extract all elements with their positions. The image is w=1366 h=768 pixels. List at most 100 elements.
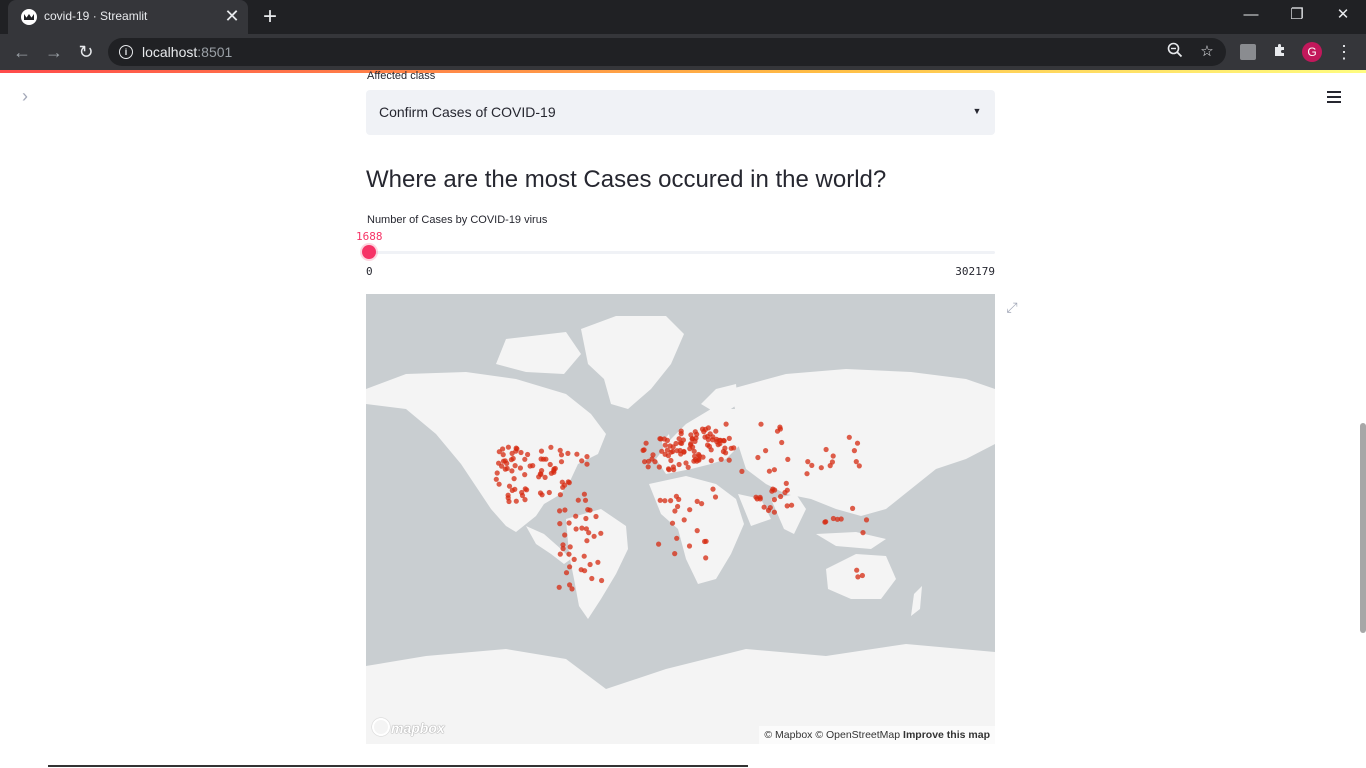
case-marker bbox=[547, 461, 553, 468]
case-marker bbox=[785, 456, 791, 462]
case-marker bbox=[761, 504, 767, 510]
back-arrow-icon[interactable]: ← bbox=[13, 42, 31, 62]
window-restore-button[interactable]: ❐ bbox=[1290, 6, 1304, 23]
case-marker bbox=[823, 446, 829, 453]
case-marker bbox=[694, 458, 700, 464]
case-marker bbox=[856, 463, 862, 469]
case-marker bbox=[710, 434, 716, 440]
tab-title: covid-19 · Streamlit bbox=[44, 9, 148, 23]
zoom-icon[interactable] bbox=[1165, 42, 1185, 62]
land-new-zealand bbox=[911, 586, 922, 616]
case-marker bbox=[546, 489, 552, 496]
map-canvas bbox=[366, 316, 995, 744]
case-marker bbox=[805, 459, 811, 465]
mapbox-logo-text: mapbox bbox=[391, 720, 445, 736]
affected-class-select[interactable]: Confirm Cases of COVID-19 ▼ bbox=[366, 90, 995, 135]
case-marker bbox=[838, 516, 844, 522]
case-marker bbox=[565, 450, 571, 456]
new-tab-button[interactable]: + bbox=[262, 3, 277, 30]
url-text[interactable]: localhost:8501 bbox=[142, 44, 232, 60]
section-heading: Where are the most Cases occured in the … bbox=[366, 166, 887, 193]
case-marker bbox=[715, 442, 721, 448]
case-marker bbox=[518, 449, 524, 456]
case-marker bbox=[777, 424, 783, 430]
case-marker bbox=[584, 461, 590, 467]
case-marker bbox=[599, 577, 605, 584]
case-marker bbox=[563, 570, 570, 576]
case-marker bbox=[567, 564, 573, 570]
main-menu-hamburger-icon[interactable] bbox=[1324, 88, 1344, 106]
slider-track[interactable] bbox=[369, 251, 995, 254]
case-marker bbox=[705, 433, 711, 439]
case-marker bbox=[662, 498, 668, 504]
case-marker bbox=[586, 530, 592, 536]
case-marker bbox=[769, 488, 775, 494]
case-marker bbox=[587, 507, 593, 513]
profile-avatar[interactable]: G bbox=[1302, 42, 1322, 62]
slider-thumb[interactable] bbox=[362, 245, 376, 259]
scrollbar-thumb[interactable] bbox=[1360, 423, 1366, 633]
window-minimize-button[interactable]: — bbox=[1243, 6, 1259, 23]
case-marker bbox=[525, 451, 531, 458]
address-bar[interactable]: i localhost:8501 ☆ bbox=[108, 38, 1226, 66]
sidebar-expand-chevron-icon[interactable]: › bbox=[22, 86, 28, 106]
attribution-text[interactable]: © Mapbox © OpenStreetMap bbox=[764, 729, 901, 741]
case-marker bbox=[558, 452, 565, 458]
case-marker bbox=[681, 448, 687, 455]
case-marker bbox=[731, 445, 737, 451]
case-marker bbox=[699, 501, 705, 507]
select-value: Confirm Cases of COVID-19 bbox=[379, 104, 556, 120]
case-marker bbox=[673, 440, 679, 447]
land-antarctica bbox=[366, 644, 995, 744]
case-marker bbox=[598, 530, 604, 536]
case-marker bbox=[496, 460, 502, 466]
case-marker bbox=[666, 467, 672, 473]
case-marker bbox=[567, 582, 573, 588]
tab-close-icon[interactable]: ✕ bbox=[224, 6, 240, 26]
case-marker bbox=[688, 432, 694, 438]
case-marker bbox=[595, 559, 601, 565]
case-marker bbox=[505, 444, 511, 450]
fullscreen-expand-icon[interactable]: ⤢ bbox=[1006, 299, 1018, 315]
reload-icon[interactable]: ↻ bbox=[78, 42, 94, 62]
case-marker bbox=[557, 508, 563, 514]
case-marker bbox=[500, 452, 506, 458]
case-marker bbox=[509, 468, 515, 474]
case-marker bbox=[558, 459, 565, 465]
case-marker bbox=[853, 459, 859, 465]
case-marker bbox=[557, 551, 563, 557]
case-marker bbox=[726, 435, 732, 441]
forward-arrow-icon[interactable]: → bbox=[45, 42, 63, 62]
case-marker bbox=[542, 474, 548, 480]
window-close-button[interactable]: ✕ bbox=[1336, 6, 1350, 23]
bookmark-star-icon[interactable]: ☆ bbox=[1200, 43, 1214, 60]
case-marker bbox=[583, 515, 589, 522]
case-marker bbox=[722, 445, 728, 451]
case-marker bbox=[693, 435, 699, 441]
extensions-puzzle-icon[interactable] bbox=[1270, 42, 1290, 62]
case-marker bbox=[560, 546, 566, 552]
case-marker bbox=[560, 542, 566, 548]
case-marker bbox=[809, 462, 815, 468]
world-map[interactable]: mapbox © Mapbox © OpenStreetMap Improve … bbox=[366, 294, 995, 744]
case-marker bbox=[581, 553, 587, 559]
case-marker bbox=[562, 532, 568, 538]
extension-icon[interactable] bbox=[1240, 44, 1256, 60]
mapbox-logo[interactable]: mapbox bbox=[372, 718, 445, 736]
site-info-icon[interactable]: i bbox=[119, 45, 133, 59]
land-north-america bbox=[366, 372, 606, 532]
case-marker bbox=[665, 453, 671, 459]
improve-map-link[interactable]: Improve this map bbox=[903, 729, 990, 741]
case-marker bbox=[522, 486, 528, 492]
case-marker bbox=[783, 480, 789, 486]
case-marker bbox=[766, 468, 772, 474]
case-marker bbox=[557, 447, 563, 453]
case-marker bbox=[574, 451, 580, 457]
case-marker bbox=[834, 516, 840, 522]
case-marker bbox=[652, 459, 658, 465]
case-marker bbox=[694, 498, 700, 504]
browser-tab[interactable]: covid-19 · Streamlit ✕ bbox=[8, 0, 248, 34]
slider-label: Number of Cases by COVID-19 virus bbox=[367, 214, 548, 226]
decoration-bar bbox=[0, 70, 1366, 73]
browser-menu-icon[interactable]: ⋮ bbox=[1335, 42, 1353, 62]
